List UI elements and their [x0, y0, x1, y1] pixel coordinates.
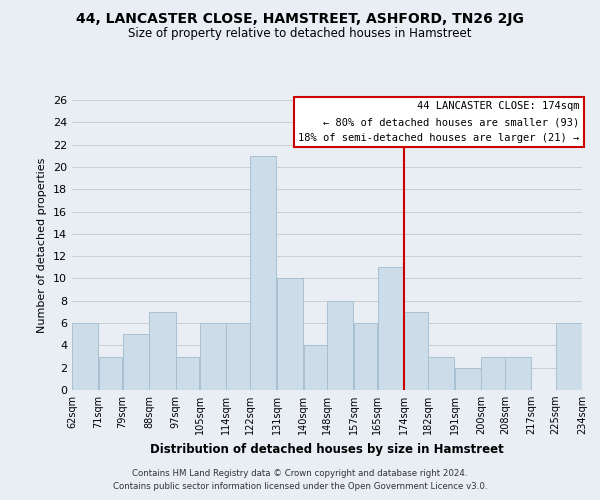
Bar	[72, 323, 98, 390]
Bar	[99, 356, 122, 390]
Bar	[404, 312, 428, 390]
Bar	[428, 356, 454, 390]
Bar	[327, 301, 353, 390]
Bar	[377, 268, 404, 390]
Y-axis label: Number of detached properties: Number of detached properties	[37, 158, 47, 332]
Bar	[176, 356, 199, 390]
Bar	[481, 356, 505, 390]
Bar	[455, 368, 481, 390]
Text: Size of property relative to detached houses in Hamstreet: Size of property relative to detached ho…	[128, 28, 472, 40]
Text: 44 LANCASTER CLOSE: 174sqm
← 80% of detached houses are smaller (93)
18% of semi: 44 LANCASTER CLOSE: 174sqm ← 80% of deta…	[298, 102, 580, 142]
Bar	[226, 323, 250, 390]
Text: Contains public sector information licensed under the Open Government Licence v3: Contains public sector information licen…	[113, 482, 487, 491]
Bar	[277, 278, 303, 390]
Bar	[304, 346, 327, 390]
Bar	[250, 156, 277, 390]
Text: Contains HM Land Registry data © Crown copyright and database right 2024.: Contains HM Land Registry data © Crown c…	[132, 468, 468, 477]
Bar	[505, 356, 532, 390]
Bar	[149, 312, 176, 390]
Text: 44, LANCASTER CLOSE, HAMSTREET, ASHFORD, TN26 2JG: 44, LANCASTER CLOSE, HAMSTREET, ASHFORD,…	[76, 12, 524, 26]
Bar	[200, 323, 226, 390]
Bar	[354, 323, 377, 390]
Bar	[556, 323, 582, 390]
Bar	[122, 334, 149, 390]
X-axis label: Distribution of detached houses by size in Hamstreet: Distribution of detached houses by size …	[150, 442, 504, 456]
